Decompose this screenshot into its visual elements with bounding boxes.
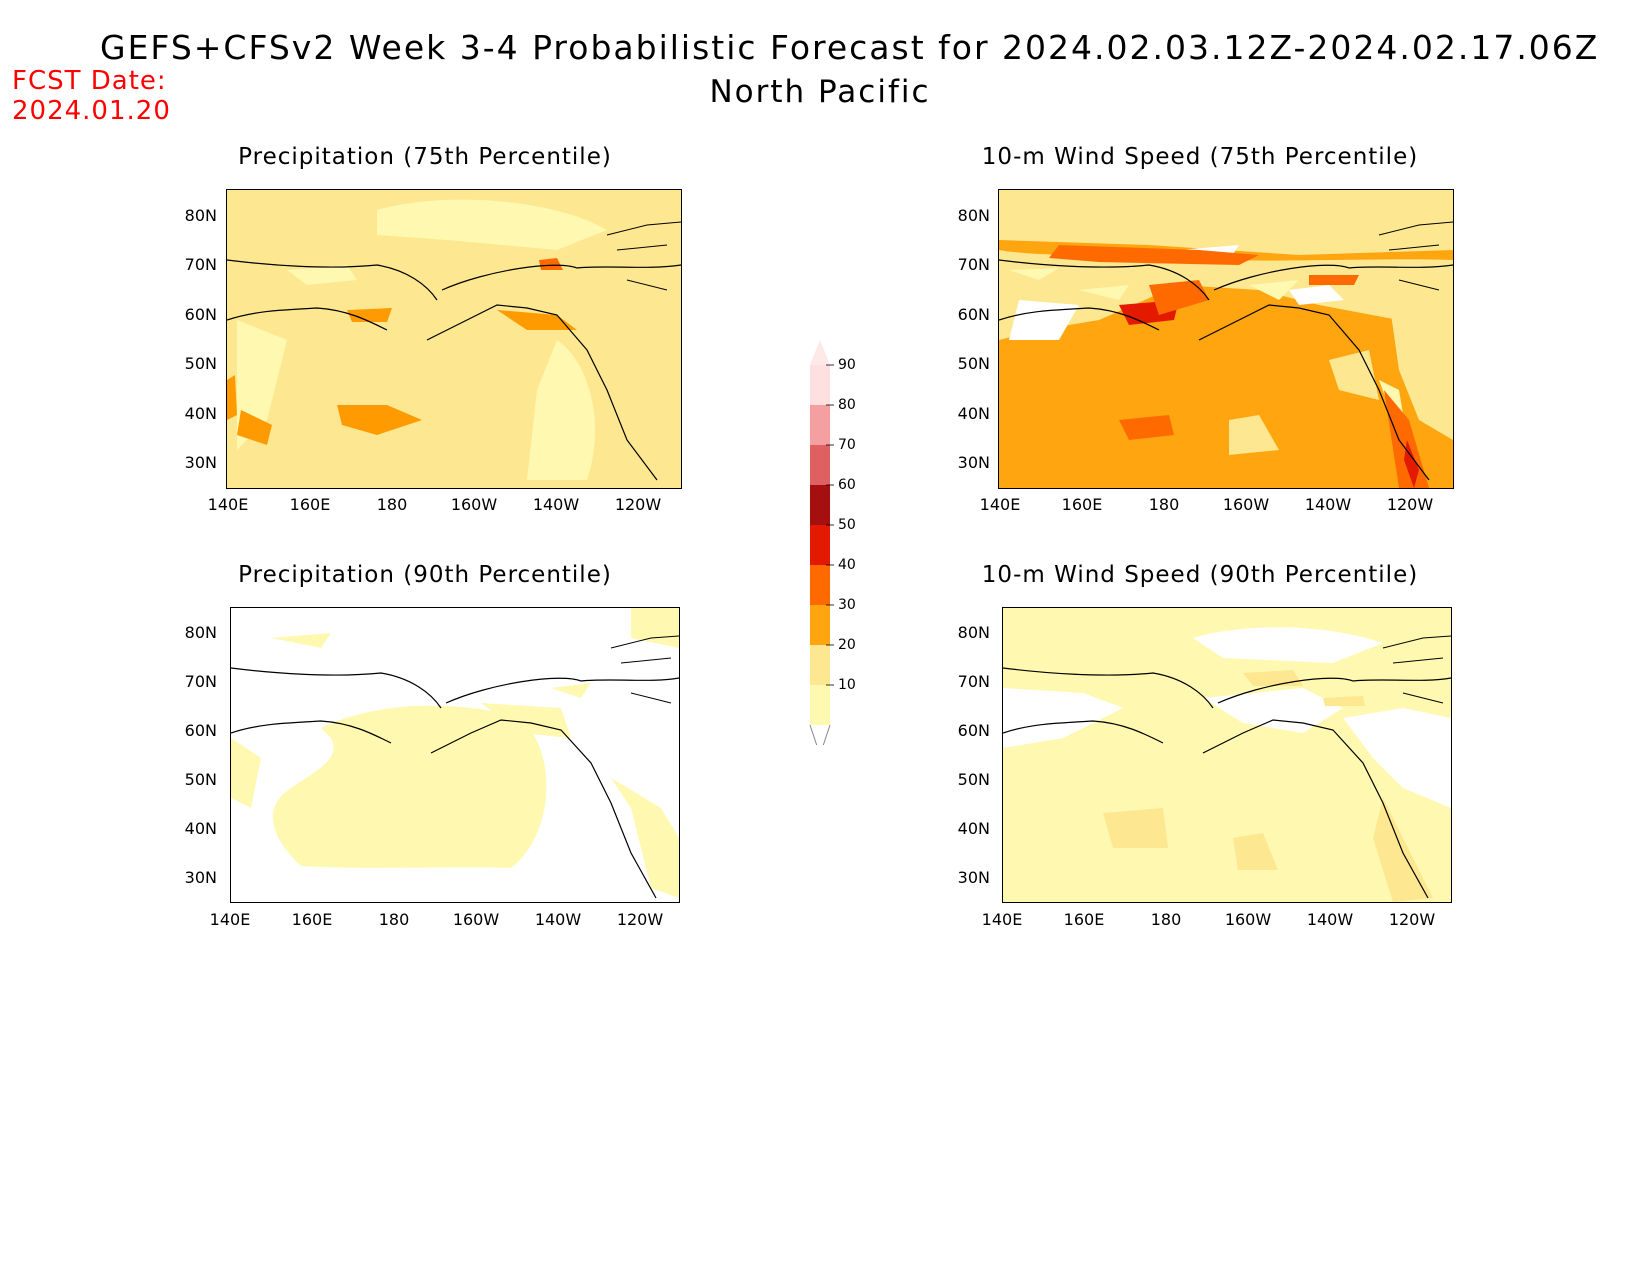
- colorbar-swatch: [810, 405, 830, 445]
- colorbar-swatch: [810, 525, 830, 565]
- lon-label: 140E: [209, 910, 251, 929]
- colorbar-swatch: [810, 365, 830, 405]
- lat-label: 60N: [184, 721, 217, 740]
- panel-title-wind-90: 10-m Wind Speed (90th Percentile): [981, 562, 1419, 588]
- lat-label: 30N: [184, 868, 217, 887]
- colorbar-swatch: [810, 605, 830, 645]
- lat-label: 60N: [184, 305, 217, 324]
- map-wind-90: [1002, 607, 1452, 903]
- lat-label: 70N: [184, 255, 217, 274]
- lon-label: 140W: [534, 910, 582, 929]
- lon-label: 120W: [614, 495, 662, 514]
- lon-label: 160W: [1222, 495, 1270, 514]
- forecast-date-label: FCST Date:: [12, 66, 167, 96]
- colorbar-tick-label: 50: [838, 517, 856, 533]
- colorbar-swatch: [810, 645, 830, 685]
- map-precip-75-plot: [227, 190, 681, 488]
- lon-label: 140W: [532, 495, 580, 514]
- lon-label: 140E: [981, 910, 1023, 929]
- lat-label: 80N: [184, 623, 217, 642]
- colorbar-tick-label: 20: [838, 637, 856, 653]
- lat-label: 70N: [957, 672, 990, 691]
- map-precip-75: [226, 189, 682, 489]
- lon-label: 160W: [450, 495, 498, 514]
- lat-label: 80N: [957, 623, 990, 642]
- panel-title-wind-75: 10-m Wind Speed (75th Percentile): [981, 144, 1419, 170]
- lat-label: 60N: [957, 305, 990, 324]
- map-wind-75-plot: [999, 190, 1453, 488]
- lat-label: 30N: [957, 453, 990, 472]
- lon-label: 160E: [291, 910, 333, 929]
- panel-title-precip-75: Precipitation (75th Percentile): [238, 144, 612, 170]
- lat-label: 60N: [957, 721, 990, 740]
- lat-label: 40N: [957, 819, 990, 838]
- lon-label: 160E: [289, 495, 331, 514]
- lat-label: 40N: [184, 819, 217, 838]
- lat-label: 40N: [184, 404, 217, 423]
- lat-label: 40N: [957, 404, 990, 423]
- lon-label: 160W: [452, 910, 500, 929]
- colorbar-swatch: [810, 565, 830, 605]
- lon-label: 160W: [1224, 910, 1272, 929]
- colorbar-tick-label: 40: [838, 557, 856, 573]
- lat-label: 70N: [184, 672, 217, 691]
- region-subtitle: North Pacific: [709, 74, 931, 110]
- lon-label: 140E: [207, 495, 249, 514]
- lat-label: 80N: [184, 206, 217, 225]
- lon-label: 180: [1148, 495, 1180, 514]
- colorbar-tick-label: 30: [838, 597, 856, 613]
- colorbar-tick-label: 70: [838, 437, 856, 453]
- lat-label: 80N: [957, 206, 990, 225]
- map-wind-75: [998, 189, 1454, 489]
- map-precip-90: [230, 607, 680, 903]
- colorbar-swatch: [810, 685, 830, 725]
- colorbar-tick-label: 80: [838, 397, 856, 413]
- lon-label: 160E: [1061, 495, 1103, 514]
- map-wind-90-plot: [1003, 608, 1451, 902]
- lon-label: 120W: [616, 910, 664, 929]
- lat-label: 50N: [957, 354, 990, 373]
- colorbar-swatch: [810, 445, 830, 485]
- colorbar-top-arrow: [810, 340, 830, 365]
- colorbar-tick-label: 90: [838, 357, 856, 373]
- lon-label: 180: [378, 910, 410, 929]
- colorbar-swatches: [809, 340, 834, 745]
- figure-title: GEFS+CFSv2 Week 3-4 Probabilistic Foreca…: [100, 28, 1600, 67]
- colorbar-bottom-arrow: [809, 724, 831, 745]
- lon-label: 180: [376, 495, 408, 514]
- colorbar: 10 20 30 40 50 60 70 80 90: [808, 335, 868, 745]
- lat-label: 50N: [184, 354, 217, 373]
- colorbar-tick-label: 60: [838, 477, 856, 493]
- lon-label: 180: [1150, 910, 1182, 929]
- colorbar-tick-label: 10: [838, 677, 856, 693]
- lat-label: 50N: [184, 770, 217, 789]
- lat-label: 70N: [957, 255, 990, 274]
- lon-label: 120W: [1388, 910, 1436, 929]
- lon-label: 120W: [1386, 495, 1434, 514]
- forecast-date-block: FCST Date: 2024.01.20: [12, 66, 171, 126]
- panel-title-precip-90: Precipitation (90th Percentile): [238, 562, 612, 588]
- lon-label: 140W: [1306, 910, 1354, 929]
- forecast-date-value: 2024.01.20: [12, 96, 171, 126]
- lon-label: 140W: [1304, 495, 1352, 514]
- lat-label: 30N: [184, 453, 217, 472]
- lon-label: 140E: [979, 495, 1021, 514]
- colorbar-swatch: [810, 485, 830, 525]
- lon-label: 160E: [1063, 910, 1105, 929]
- map-precip-90-plot: [231, 608, 679, 902]
- lat-label: 50N: [957, 770, 990, 789]
- lat-label: 30N: [957, 868, 990, 887]
